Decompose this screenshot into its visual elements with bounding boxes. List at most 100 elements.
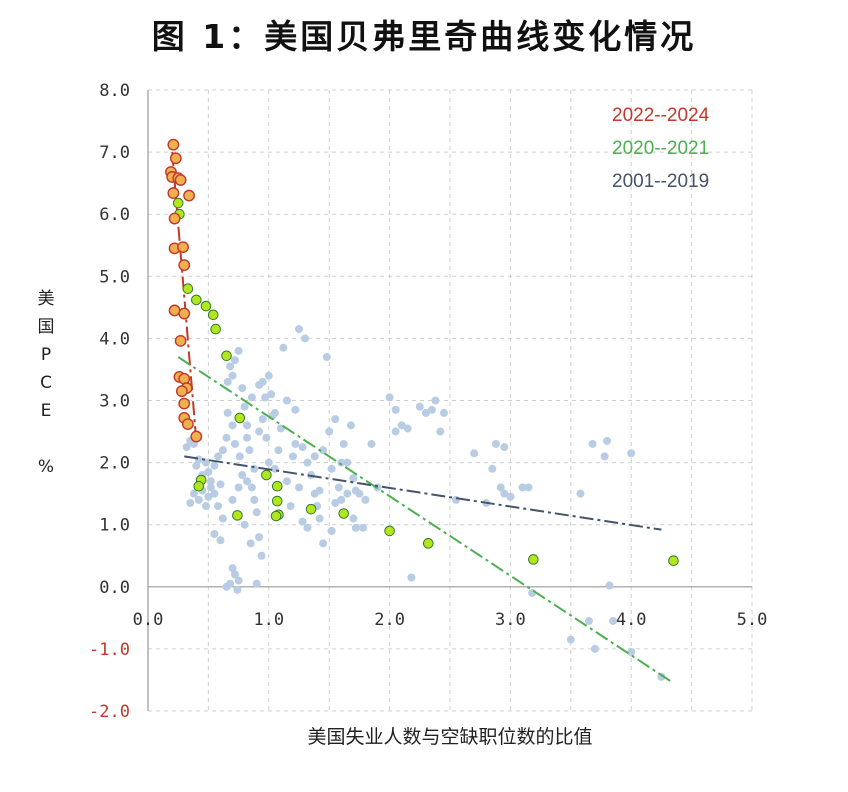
data-point-2022-2024 <box>175 385 188 398</box>
data-point-2020-2021 <box>384 525 395 537</box>
y-axis-label-char: % <box>37 457 55 477</box>
x-tick-label: 2.0 <box>374 610 405 630</box>
data-point-2001-2019 <box>518 483 527 492</box>
data-point-2020-2021 <box>270 510 282 522</box>
data-point-2001-2019 <box>359 523 368 532</box>
y-axis-label-char: 国 <box>37 317 55 337</box>
y-tick-label: 8.0 <box>99 81 130 101</box>
data-point-2001-2019 <box>310 452 319 461</box>
data-point-2001-2019 <box>274 446 283 455</box>
data-point-2001-2019 <box>327 526 336 535</box>
data-point-2020-2021 <box>182 283 194 295</box>
data-point-2001-2019 <box>243 477 252 486</box>
data-point-2022-2024 <box>167 138 180 151</box>
data-point-2001-2019 <box>367 439 376 448</box>
data-point-2001-2019 <box>488 464 497 473</box>
data-point-2001-2019 <box>204 492 213 501</box>
data-point-2001-2019 <box>182 443 191 452</box>
data-point-2001-2019 <box>245 446 254 455</box>
data-point-2001-2019 <box>247 393 256 402</box>
data-point-2001-2019 <box>322 353 331 362</box>
data-point-2022-2024 <box>168 212 181 225</box>
x-tick-label: 3.0 <box>495 610 526 630</box>
y-tick-label: 2.0 <box>99 454 130 474</box>
data-point-2001-2019 <box>222 433 231 442</box>
data-point-2001-2019 <box>415 402 424 411</box>
data-point-2022-2024 <box>178 397 191 410</box>
data-point-2001-2019 <box>194 495 203 504</box>
data-point-2022-2024 <box>183 189 195 202</box>
data-point-2001-2019 <box>584 616 593 625</box>
data-point-2022-2024 <box>190 430 203 443</box>
data-point-2001-2019 <box>282 477 291 486</box>
data-point-2001-2019 <box>403 424 412 433</box>
data-point-2001-2019 <box>566 635 575 644</box>
data-point-2001-2019 <box>500 489 509 498</box>
y-tick-label: 4.0 <box>99 329 130 349</box>
data-point-2001-2019 <box>216 536 225 545</box>
data-point-2001-2019 <box>264 371 273 380</box>
data-point-2001-2019 <box>588 439 597 448</box>
y-tick-label: 1.0 <box>99 516 130 536</box>
data-point-2001-2019 <box>255 380 264 389</box>
data-point-2001-2019 <box>240 520 249 529</box>
data-point-2020-2021 <box>338 508 349 519</box>
data-point-2022-2024 <box>178 259 191 272</box>
data-point-2001-2019 <box>286 502 295 511</box>
data-point-2001-2019 <box>257 551 266 560</box>
data-point-2001-2019 <box>334 483 343 492</box>
data-point-2020-2021 <box>528 554 539 565</box>
data-point-2001-2019 <box>194 455 203 464</box>
data-point-2001-2019 <box>325 427 334 436</box>
data-point-2001-2019 <box>339 439 348 448</box>
data-point-2001-2019 <box>206 477 215 486</box>
data-point-2001-2019 <box>230 356 239 365</box>
data-point-2001-2019 <box>298 443 307 452</box>
fit-line-2001-2019 <box>184 455 662 531</box>
data-point-2001-2019 <box>496 483 505 492</box>
x-axis-label: 美国失业人数与空缺职位数的比值 <box>307 726 593 748</box>
y-tick-label: -1.0 <box>89 640 130 660</box>
data-point-2022-2024 <box>167 187 180 199</box>
data-point-2001-2019 <box>243 421 252 430</box>
data-point-2001-2019 <box>261 393 270 402</box>
data-point-2001-2019 <box>210 461 219 470</box>
y-axis-label-char: C <box>40 373 52 393</box>
data-point-2020-2021 <box>232 510 243 521</box>
data-point-2001-2019 <box>337 495 346 504</box>
data-point-2020-2021 <box>221 350 232 362</box>
data-point-2001-2019 <box>238 384 247 393</box>
data-point-2001-2019 <box>258 415 267 424</box>
y-axis-label-char: P <box>40 345 52 365</box>
data-point-2001-2019 <box>627 449 636 458</box>
y-tick-label: 5.0 <box>99 267 130 287</box>
data-point-2001-2019 <box>385 393 394 402</box>
data-point-2001-2019 <box>250 464 259 473</box>
data-point-2001-2019 <box>331 498 340 507</box>
data-point-2022-2024 <box>174 334 187 347</box>
data-point-2001-2019 <box>228 495 237 504</box>
data-point-2001-2019 <box>627 648 636 657</box>
data-point-2001-2019 <box>407 573 416 582</box>
y-tick-label: 0.0 <box>99 578 130 598</box>
data-point-2001-2019 <box>247 483 256 492</box>
data-point-2001-2019 <box>319 446 328 455</box>
data-point-2001-2019 <box>439 408 448 417</box>
data-point-2001-2019 <box>214 452 223 461</box>
x-tick-label: 1.0 <box>253 610 284 630</box>
data-point-2001-2019 <box>255 427 264 436</box>
chart-title: 图 1：美国贝弗里奇曲线变化情况 <box>151 17 697 56</box>
data-point-2001-2019 <box>600 452 609 461</box>
data-point-2001-2019 <box>295 325 303 334</box>
data-point-2001-2019 <box>491 439 500 448</box>
data-point-2001-2019 <box>291 405 300 414</box>
data-point-2001-2019 <box>206 483 215 492</box>
legend-entry: 2022--2024 <box>612 105 710 126</box>
data-point-2001-2019 <box>327 464 336 473</box>
data-point-2001-2019 <box>189 489 198 498</box>
data-point-2020-2021 <box>193 480 205 492</box>
y-axis-label-char: E <box>40 401 52 421</box>
data-point-2001-2019 <box>436 427 445 436</box>
y-tick-label: 6.0 <box>99 205 130 225</box>
